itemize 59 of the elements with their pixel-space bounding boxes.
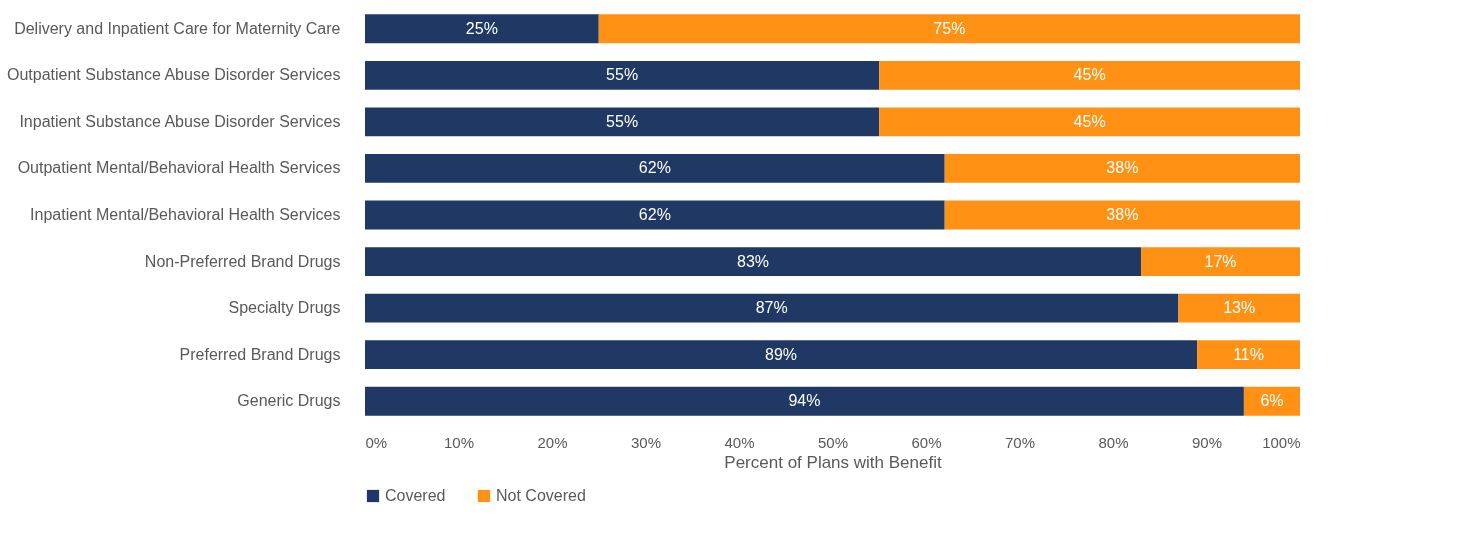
legend-label: Covered — [385, 487, 446, 504]
data-label: 55% — [606, 112, 639, 130]
data-label: 89% — [765, 345, 798, 363]
bar — [365, 14, 599, 44]
bar — [1178, 293, 1300, 323]
bar — [365, 154, 945, 183]
data-label: 45% — [1073, 112, 1106, 130]
bar — [1197, 340, 1300, 370]
bar — [365, 293, 1179, 323]
data-label: 11% — [1233, 345, 1264, 363]
data-label: 55% — [606, 66, 639, 84]
legend-label: Not Covered — [496, 487, 586, 504]
y-tick-label: Non-Preferred Brand Drugs — [144, 252, 341, 270]
bar — [1141, 247, 1300, 276]
bar — [365, 386, 1244, 416]
y-tick-label: Specialty Drugs — [228, 299, 341, 317]
data-label: 94% — [788, 392, 821, 410]
bar — [365, 60, 880, 90]
x-tick-label: 70% — [1004, 433, 1036, 451]
y-tick-label: Inpatient Mental/Behavioral Health Services — [30, 206, 341, 223]
data-label: 13% — [1223, 299, 1256, 317]
y-tick-label: Inpatient Substance Abuse Disorder Services — [19, 112, 341, 130]
x-tick-label: 10% — [443, 433, 475, 451]
data-label: 75% — [933, 19, 966, 37]
data-label: 87% — [755, 299, 788, 317]
x-tick-label: 90% — [1191, 433, 1223, 451]
data-label: 62% — [638, 159, 671, 177]
x-tick-label: 100% — [1262, 433, 1301, 451]
x-tick-label: 80% — [1098, 433, 1129, 451]
data-label: 38% — [1106, 159, 1139, 177]
x-axis-title: Percent of Plans with Benefit — [724, 452, 942, 472]
x-tick-label: 20% — [537, 433, 568, 451]
data-label: 38% — [1106, 206, 1139, 223]
bar — [365, 200, 945, 230]
x-tick-label: 60% — [911, 433, 942, 451]
x-tick-label: 40% — [724, 433, 755, 451]
y-tick-label: Outpatient Substance Abuse Disorder Services — [6, 66, 341, 84]
x-tick-label: 30% — [630, 433, 662, 451]
bar — [598, 14, 1300, 44]
bar — [365, 340, 1198, 370]
bar — [365, 107, 880, 137]
bar — [365, 247, 1142, 276]
data-label: 62% — [638, 206, 671, 223]
data-label: 25% — [465, 19, 498, 37]
data-label: 45% — [1073, 66, 1106, 84]
x-tick-label: 0% — [365, 433, 388, 451]
data-label: 83% — [737, 252, 770, 270]
y-tick-label: Outpatient Mental/Behavioral Health Services — [17, 159, 341, 177]
bar — [879, 107, 1300, 137]
y-tick-label: Generic Drugs — [237, 392, 341, 410]
x-tick-label: 50% — [817, 433, 849, 451]
data-label: 6% — [1260, 392, 1284, 410]
bar — [879, 60, 1300, 90]
bar — [944, 154, 1300, 183]
data-label: 17% — [1204, 252, 1237, 270]
bar — [944, 200, 1300, 230]
bar — [1243, 386, 1300, 416]
y-tick-label: Delivery and Inpatient Care for Maternity Care — [14, 19, 341, 37]
y-tick-label: Preferred Brand Drugs — [179, 345, 341, 363]
